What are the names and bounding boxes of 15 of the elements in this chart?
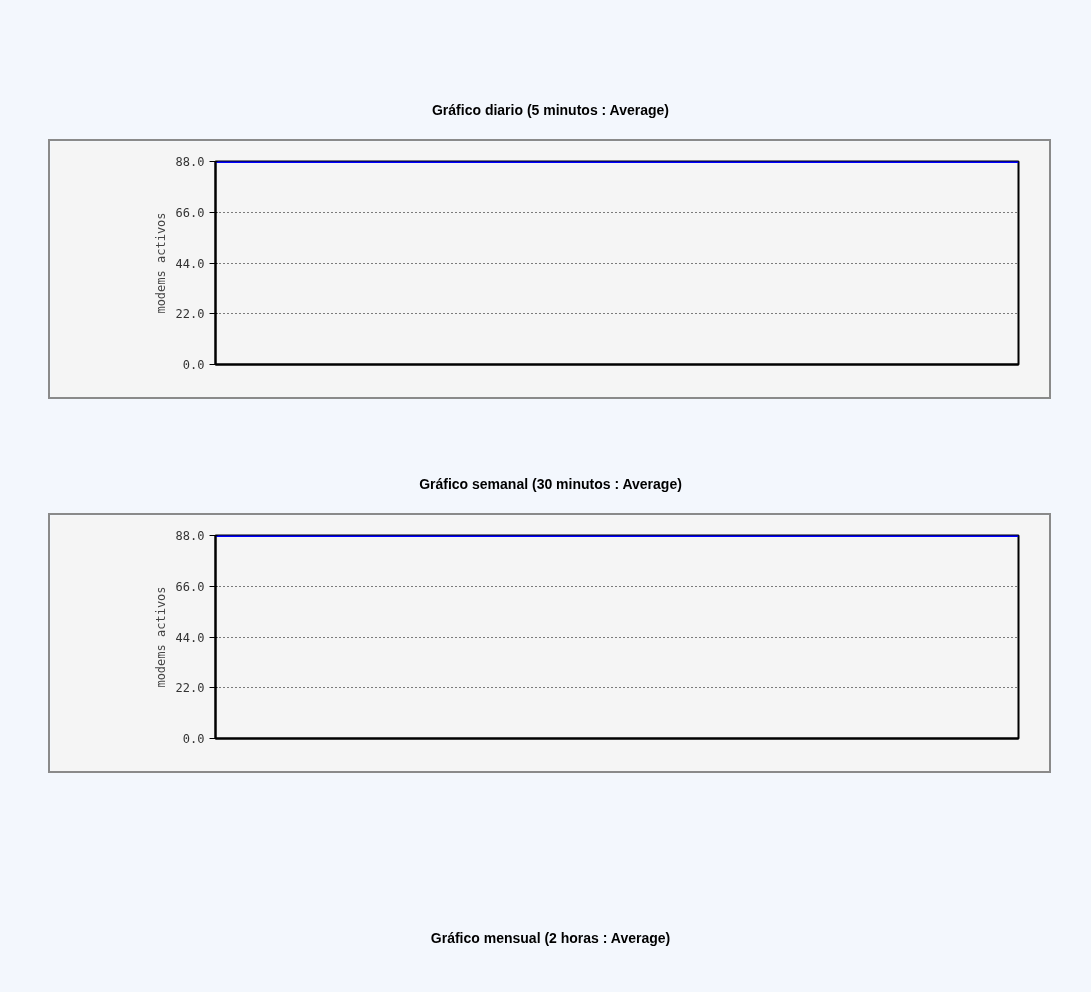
chart-title: Gráfico semanal (30 minutos : Average)	[418, 475, 683, 494]
y-tick-label: 44.0	[175, 630, 205, 645]
y-tick-label: 0.0	[182, 358, 205, 372]
y-tick-label: 88.0	[175, 529, 205, 543]
y-tick-label: 88.0	[175, 155, 205, 169]
text: Gráfico mensual (2 horas : Average)	[429, 929, 672, 948]
y-tick-label: 22.0	[175, 681, 205, 696]
y-tick-label: 22.0	[175, 307, 205, 322]
y-tick-label: 66.0	[175, 579, 205, 594]
y-tick-label: 66.0	[175, 205, 205, 220]
y-axis-title: modems activos	[153, 586, 168, 688]
chart-title: Gráfico diario (5 minutos : Average)	[431, 101, 670, 120]
y-axis-title: modems activos	[153, 212, 168, 314]
y-tick-label: 44.0	[175, 256, 205, 271]
y-tick-label: 0.0	[182, 732, 205, 746]
